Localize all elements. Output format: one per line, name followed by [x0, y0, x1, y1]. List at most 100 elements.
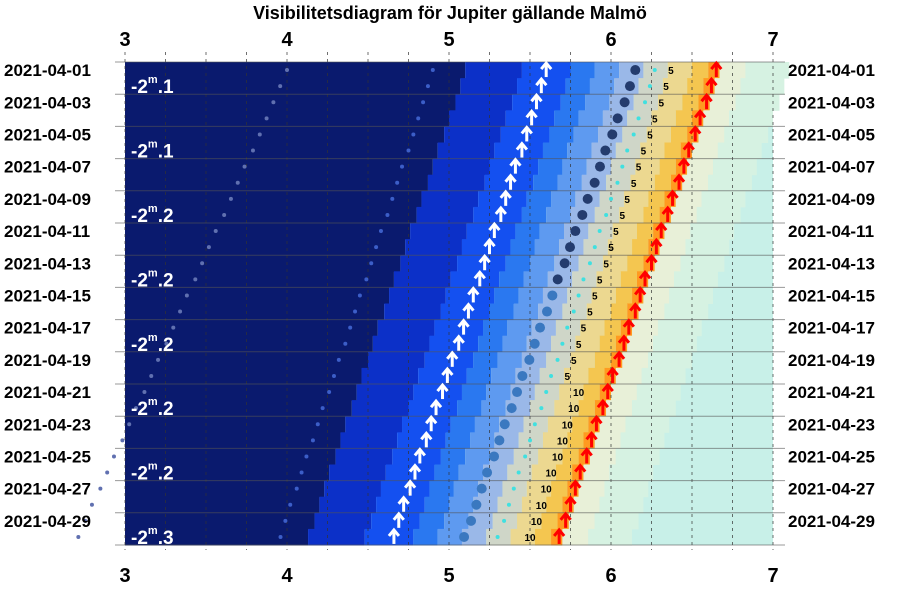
- twilight-band: [615, 335, 628, 353]
- rise-arrow-head: [483, 237, 496, 248]
- twilight-band: [745, 62, 790, 79]
- night-band: [125, 367, 362, 385]
- twilight-band: [505, 255, 530, 272]
- date-label-right: 2021-04-09: [788, 190, 875, 209]
- twilight-band: [709, 94, 736, 111]
- limit-label: 10: [573, 388, 585, 399]
- faint-dot: [406, 148, 411, 153]
- night-band: [125, 319, 378, 337]
- rise-arrow: [520, 125, 533, 142]
- twilight-band: [419, 512, 445, 530]
- faint-dot: [242, 164, 247, 169]
- night-band: [125, 174, 428, 192]
- twilight-band: [507, 319, 532, 337]
- planet-dot: [624, 81, 635, 92]
- twilight-band: [675, 158, 688, 176]
- date-label-right: 2021-04-15: [788, 286, 875, 305]
- night-band: [125, 239, 406, 256]
- twilight-band: [627, 335, 654, 353]
- twilight-band: [486, 384, 511, 401]
- night-band: [125, 464, 330, 482]
- sunrise-arrow: [580, 447, 593, 464]
- sunrise-arrow-head: [574, 463, 587, 473]
- twilight-band: [478, 335, 503, 353]
- twilight-band: [453, 480, 479, 498]
- twilight-band: [648, 351, 692, 369]
- sunrise-arrow-head: [612, 350, 626, 360]
- planet-dot: [559, 258, 570, 269]
- limit-label: 5: [608, 243, 614, 254]
- faint-dot: [288, 502, 293, 507]
- rise-arrow: [509, 157, 522, 174]
- cyan-dot: [560, 341, 565, 346]
- twilight-band: [466, 223, 516, 240]
- twilight-band: [308, 528, 365, 546]
- cyan-dot: [555, 357, 560, 362]
- faint-dot: [193, 277, 198, 282]
- planet-dot: [517, 370, 528, 381]
- twilight-band: [615, 448, 660, 465]
- twilight-band: [620, 271, 637, 288]
- twilight-band: [392, 448, 441, 465]
- twilight-band: [361, 367, 419, 385]
- faint-dot: [278, 534, 283, 539]
- twilight-band: [319, 496, 377, 514]
- limit-label: 5: [576, 340, 582, 351]
- planet-dot: [466, 515, 477, 526]
- date-label-left: 2021-04-03: [4, 93, 91, 112]
- twilight-band: [682, 174, 709, 192]
- twilight-band: [534, 239, 560, 256]
- twilight-band: [653, 223, 665, 240]
- rise-arrow-head: [446, 350, 459, 360]
- chart-marks: 5555555555555555555510101010101010101010…: [76, 60, 723, 549]
- twilight-band: [549, 126, 574, 143]
- faint-dot: [235, 180, 240, 185]
- planet-dot: [482, 467, 493, 478]
- twilight-band: [497, 351, 522, 369]
- twilight-band: [604, 480, 649, 498]
- rise-arrow: [535, 76, 548, 94]
- rise-arrow: [504, 173, 517, 190]
- cyan-dot: [549, 373, 554, 378]
- twilight-band: [692, 62, 709, 79]
- twilight-band: [551, 528, 563, 546]
- limit-label: 5: [652, 114, 658, 125]
- faint-dot: [357, 293, 362, 298]
- rise-arrow-head: [387, 527, 401, 537]
- faint-dot: [222, 212, 227, 217]
- twilight-band: [449, 496, 474, 514]
- night-band: [125, 335, 373, 353]
- sunrise-arrow-head: [710, 60, 723, 71]
- sunrise-arrow-head: [559, 511, 572, 521]
- twilight-band: [632, 287, 644, 304]
- planet-dot: [459, 531, 470, 542]
- twilight-band: [664, 190, 676, 208]
- faint-dot: [156, 357, 161, 362]
- cyan-dot: [631, 132, 636, 137]
- night-band: [125, 448, 336, 465]
- sunrise-arrow: [700, 92, 713, 110]
- twilight-band: [591, 287, 616, 304]
- faint-dot: [278, 84, 283, 89]
- cyan-dot: [506, 502, 511, 507]
- cyan-dot: [597, 229, 602, 234]
- rise-arrow: [525, 109, 538, 126]
- faint-dot: [331, 373, 336, 378]
- sunrise-arrow-head: [606, 366, 619, 376]
- rise-arrow: [397, 495, 410, 512]
- faint-dot: [250, 148, 255, 153]
- rise-arrow-head: [530, 92, 543, 103]
- twilight-band: [408, 400, 458, 417]
- twilight-band: [554, 110, 579, 127]
- x-tick-bottom: 4: [281, 565, 293, 587]
- twilight-band: [410, 223, 467, 240]
- rise-arrow: [530, 92, 543, 110]
- date-label-right: 2021-04-21: [788, 383, 875, 402]
- twilight-band: [513, 303, 539, 321]
- magnitude-label: -2m.2: [131, 396, 174, 420]
- faint-dot: [127, 422, 132, 427]
- sunrise-arrow-head: [682, 141, 695, 151]
- twilight-band: [588, 528, 633, 546]
- sunrise-arrow-head: [580, 447, 593, 457]
- sunrise-arrow: [677, 157, 691, 174]
